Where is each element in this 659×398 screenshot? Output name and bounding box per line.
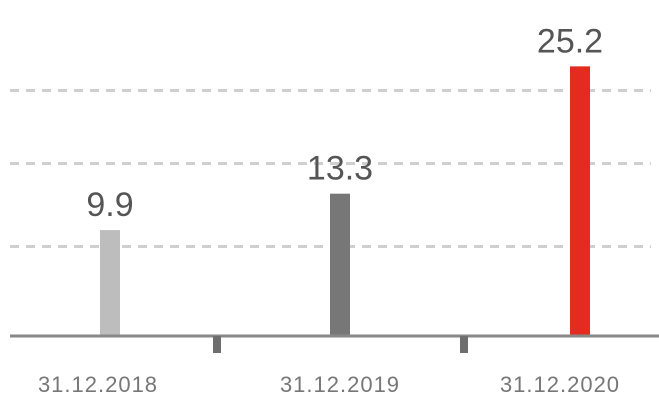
data-label-31.12.2019: 13.3 — [307, 150, 373, 188]
data-labels: 9.9 13.3 25.2 — [86, 22, 603, 224]
bars — [100, 66, 590, 337]
x-tick-labels: 31.12.2018 31.12.2019 31.12.2020 — [38, 372, 620, 397]
x-axis — [10, 334, 659, 353]
x-axis-separator-1 — [213, 336, 221, 353]
bar-31.12.2019 — [330, 193, 350, 336]
data-label-31.12.2020: 25.2 — [537, 22, 603, 60]
data-label-31.12.2018: 9.9 — [86, 186, 133, 224]
x-tick-label-31.12.2018: 31.12.2018 — [38, 372, 158, 397]
x-tick-label-31.12.2020: 31.12.2020 — [500, 372, 620, 397]
x-axis-separator-2 — [460, 336, 468, 353]
x-tick-label-31.12.2019: 31.12.2019 — [280, 372, 400, 397]
bar-31.12.2018 — [100, 230, 120, 336]
bar-31.12.2020 — [570, 66, 590, 337]
